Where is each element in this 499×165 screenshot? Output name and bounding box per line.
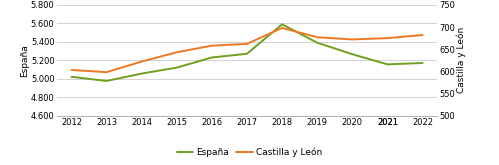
Legend: España, Castilla y León: España, Castilla y León [173, 144, 326, 161]
Y-axis label: Castilla y León: Castilla y León [457, 27, 466, 93]
Y-axis label: España: España [20, 44, 29, 77]
